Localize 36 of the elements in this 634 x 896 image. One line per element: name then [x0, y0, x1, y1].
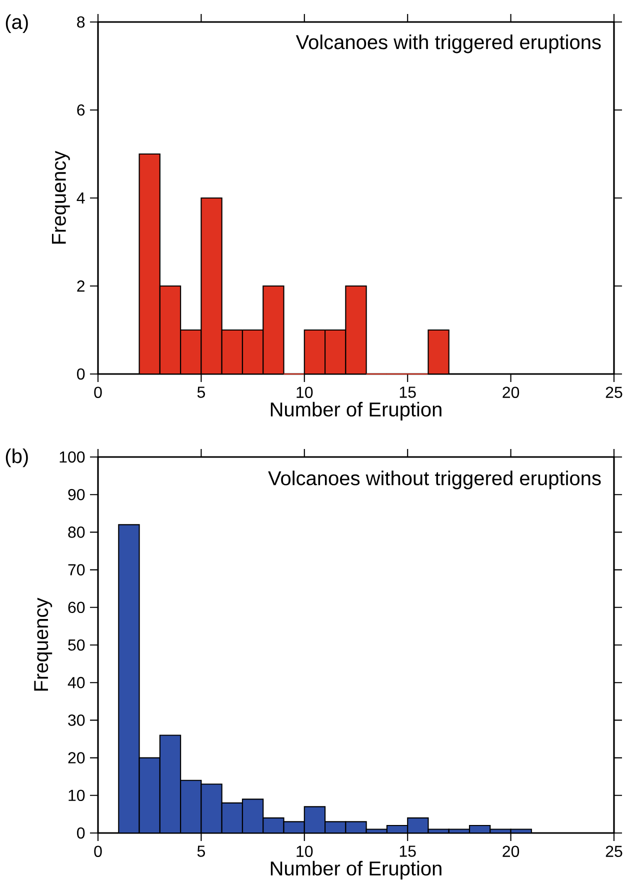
x-axis-title: Number of Eruption: [270, 860, 442, 880]
y-tick-label: 0: [77, 368, 85, 380]
y-tick-label: 8: [77, 16, 85, 28]
y-tick-label: 50: [68, 639, 85, 651]
y-tick-label: 30: [68, 714, 85, 726]
y-axis-title: Frequency: [52, 150, 70, 244]
text: Volcanoes without triggered eruptions: [268, 470, 601, 490]
x-tick-label: 0: [94, 386, 102, 398]
y-tick-label: 20: [68, 752, 85, 764]
x-tick-label: 5: [197, 386, 205, 398]
x-tick-label: 20: [502, 846, 520, 858]
y-tick-label: 90: [68, 488, 85, 500]
y-tick-label: 100: [60, 451, 85, 463]
text: Volcanoes with triggered eruptions: [296, 34, 601, 54]
x-tick-label: 20: [502, 386, 520, 398]
y-tick-label: 0: [77, 827, 85, 839]
y-tick-label: 70: [68, 564, 85, 576]
y-tick-label: 40: [68, 676, 85, 688]
text: (b): [6, 448, 28, 468]
y-axis-title: Frequency: [34, 598, 52, 691]
x-tick-label: 25: [606, 846, 622, 858]
x-tick-label: 10: [296, 386, 313, 398]
y-tick-label: 4: [76, 192, 85, 204]
x-tick-label: 15: [400, 846, 416, 857]
y-tick-label: 6: [77, 104, 85, 116]
y-tick-label: 10: [68, 790, 85, 802]
x-axis-title: Number of Eruption: [270, 402, 442, 420]
y-tick-label: 80: [68, 526, 85, 538]
x-tick-label: 10: [296, 846, 313, 858]
x-tick-label: 5: [197, 846, 205, 857]
text: (a): [6, 14, 28, 34]
y-tick-label: 2: [77, 280, 84, 292]
x-tick-label: 15: [400, 386, 416, 398]
x-tick-label: 25: [606, 386, 622, 398]
y-tick-label: 60: [68, 602, 85, 614]
x-tick-label: 0: [94, 846, 102, 858]
